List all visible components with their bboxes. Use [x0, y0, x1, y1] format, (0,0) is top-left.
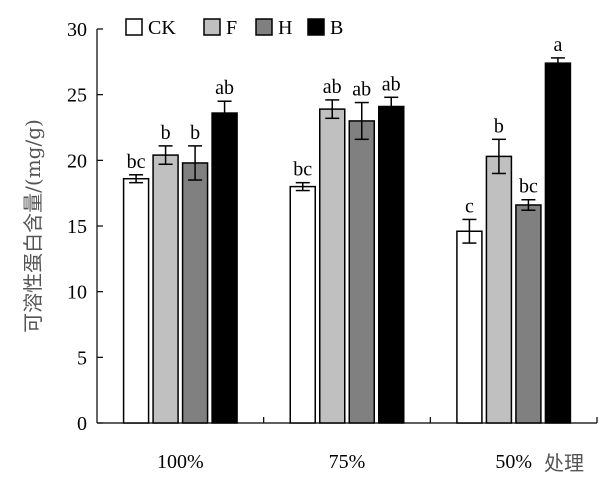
significance-label: ab: [382, 73, 401, 95]
bar-h: [348, 120, 375, 424]
y-tick-label: 5: [77, 347, 87, 369]
legend-swatch-ck: [125, 18, 143, 36]
x-category-label: 75%: [329, 451, 366, 473]
significance-label: ab: [352, 79, 371, 101]
legend-swatch-f: [203, 18, 221, 36]
significance-label: bc: [519, 176, 538, 198]
x-category-label: 100%: [157, 451, 204, 473]
y-tick-label: 20: [67, 150, 87, 172]
y-tick-label: 10: [67, 282, 87, 304]
y-tick-label: 0: [77, 413, 87, 435]
bar-h: [181, 162, 209, 424]
bar-b: [211, 112, 238, 424]
legend-label: H: [278, 17, 292, 39]
bar-b: [544, 62, 572, 424]
bar-ck: [289, 185, 316, 424]
bar-ck: [122, 177, 150, 424]
bar-h: [515, 204, 542, 424]
bar-b: [378, 105, 405, 424]
bar-f: [319, 108, 346, 424]
significance-label: ab: [215, 77, 234, 99]
y-axis-label: 可溶性蛋白含量/(mg/g): [21, 119, 45, 333]
x-category-label: 50%: [495, 451, 532, 473]
legend-swatch-h: [255, 18, 273, 36]
significance-label: b: [190, 122, 200, 144]
y-tick-label: 25: [67, 85, 87, 107]
significance-label: b: [494, 115, 504, 137]
y-tick-label: 30: [67, 19, 87, 41]
significance-label: bc: [127, 151, 146, 173]
bar-ck: [456, 230, 483, 424]
bar-f: [485, 155, 513, 424]
x-axis-label: 处理: [544, 451, 584, 475]
legend-swatch-b: [307, 18, 325, 36]
significance-label: bc: [293, 159, 312, 181]
y-tick-label: 15: [67, 216, 87, 238]
significance-label: a: [553, 34, 562, 56]
legend-label: B: [330, 17, 343, 39]
bar-f: [152, 154, 179, 424]
significance-label: c: [465, 195, 474, 217]
significance-label: b: [161, 122, 171, 144]
significance-label: ab: [323, 76, 342, 98]
legend-label: CK: [148, 17, 176, 39]
legend-label: F: [226, 17, 237, 39]
